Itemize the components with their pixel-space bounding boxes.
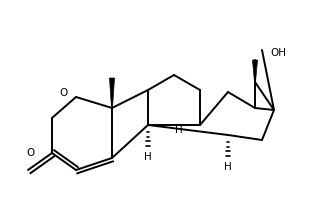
Text: O: O [27,148,35,158]
Text: H: H [144,152,152,162]
Polygon shape [109,78,114,108]
Text: H: H [175,125,183,135]
Text: O: O [60,88,68,98]
Polygon shape [253,60,257,82]
Text: OH: OH [270,48,286,58]
Text: H: H [224,162,232,172]
